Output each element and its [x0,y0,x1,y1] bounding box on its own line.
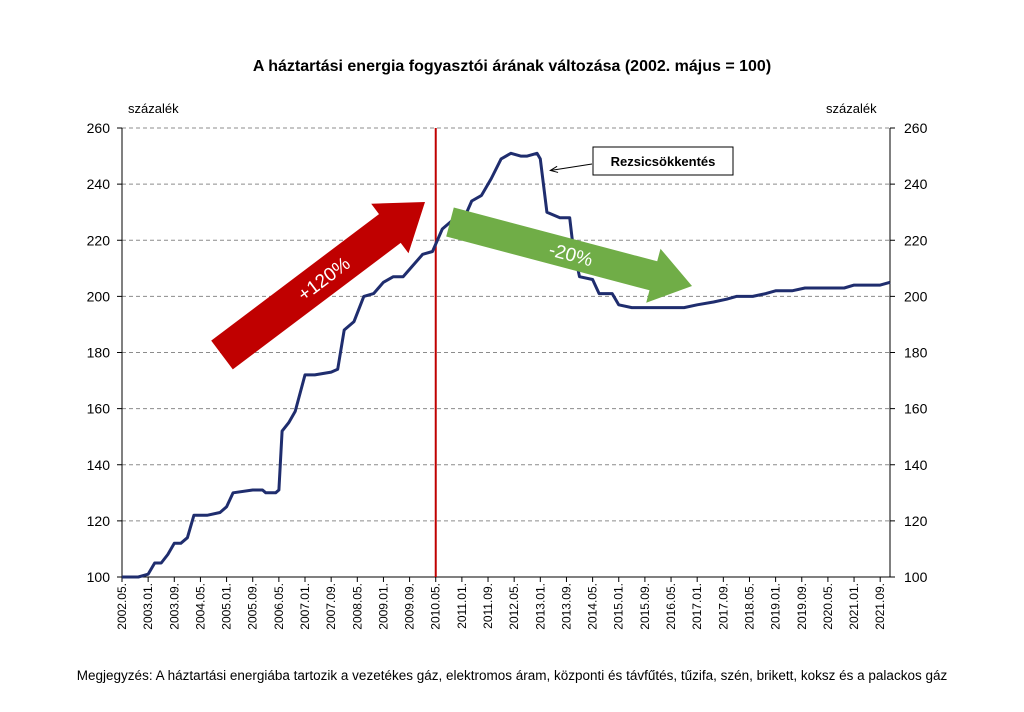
y-tick-labels-right: 100 120 140 160 180 200 220 240 260 [904,120,928,585]
x-tick-label: 2005.01. [220,583,234,630]
x-tick-labels: 2002.05. 2003.01. 2003.09. 2004.05. 2005.01.… [115,583,887,630]
callout-box [592,146,734,176]
y-tick-label-right: 240 [904,176,928,192]
y-tick-label-left: 200 [87,288,111,304]
y-axis-unit-left: százalék [128,101,179,116]
x-tick-label: 2011.01. [455,583,469,629]
y-tick-label-left: 180 [87,345,111,361]
callout-arrowhead [549,165,559,173]
y-tick-label-right: 160 [904,401,928,417]
y-tick-label-left: 260 [87,120,111,136]
y-tick-label-right: 260 [904,120,928,136]
x-tick-label: 2019.01. [769,583,783,630]
callout-leader [550,163,593,171]
y-tick-label-right: 200 [904,288,928,304]
axes [117,127,895,582]
x-tick-label: 2015.01. [612,583,626,630]
x-tick-label: 2004.05. [193,583,207,630]
x-tick-label: 2013.01. [533,583,547,630]
y-axis-unit-right: százalék [826,101,877,116]
callout-annotation: Rezsicsökkentés [549,146,734,176]
x-tick-label: 2017.09. [716,583,730,630]
x-tick-label: 2021.01. [847,583,861,630]
x-tick-label: 2002.05. [115,583,129,630]
x-tick-label: 2018.05. [742,583,756,630]
x-tick-label: 2003.01. [141,583,155,630]
y-tick-label-left: 140 [87,457,111,473]
x-tick-label: 2009.01. [376,583,390,630]
x-tick-label: 2003.09. [167,583,181,630]
up-arrow [211,202,425,370]
x-tick-label: 2016.05. [664,583,678,630]
x-tick-label: 2007.09. [324,583,338,630]
x-tick-label: 2015.09. [638,583,652,630]
y-tick-label-left: 100 [87,569,111,585]
x-tick-label: 2020.05. [821,583,835,630]
y-tick-label-right: 100 [904,569,928,585]
x-tick-label: 2013.09. [559,583,573,630]
x-tick-label: 2010.05. [429,583,443,630]
y-tick-label-right: 140 [904,457,928,473]
y-tick-labels-left: 100 120 140 160 180 200 220 240 260 [87,120,111,585]
callout-text: Rezsicsökkentés [611,154,716,169]
x-tick-label: 2019.09. [795,583,809,630]
x-tick-label: 2021.09. [873,583,887,630]
gridlines [122,127,890,522]
footnote: Megjegyzés: A háztartási energiába tarto… [76,668,948,683]
chart-title: A háztartási energia fogyasztói árának v… [252,58,772,75]
y-tick-label-right: 120 [904,513,928,529]
x-tick-label: 2008.05. [350,583,364,630]
x-tick-label: 2005.09. [246,583,260,630]
y-tick-label-right: 220 [904,232,928,248]
x-tick-label: 2011.09. [481,583,495,629]
x-tick-label: 2012.05. [507,583,521,630]
y-tick-label-right: 180 [904,345,928,361]
y-tick-label-left: 240 [87,176,111,192]
x-tick-label: 2014.05. [586,583,600,630]
x-tick-label: 2009.09. [403,583,417,630]
x-tick-label: 2017.01. [690,583,704,630]
y-tick-label-left: 120 [87,513,111,529]
arrow-annotations: +120% -20% [211,202,692,370]
x-tick-label: 2007.01. [298,583,312,630]
down-arrow [446,207,692,303]
x-tick-label: 2006.05. [272,583,286,630]
y-tick-label-left: 220 [87,232,111,248]
y-tick-label-left: 160 [87,401,111,417]
